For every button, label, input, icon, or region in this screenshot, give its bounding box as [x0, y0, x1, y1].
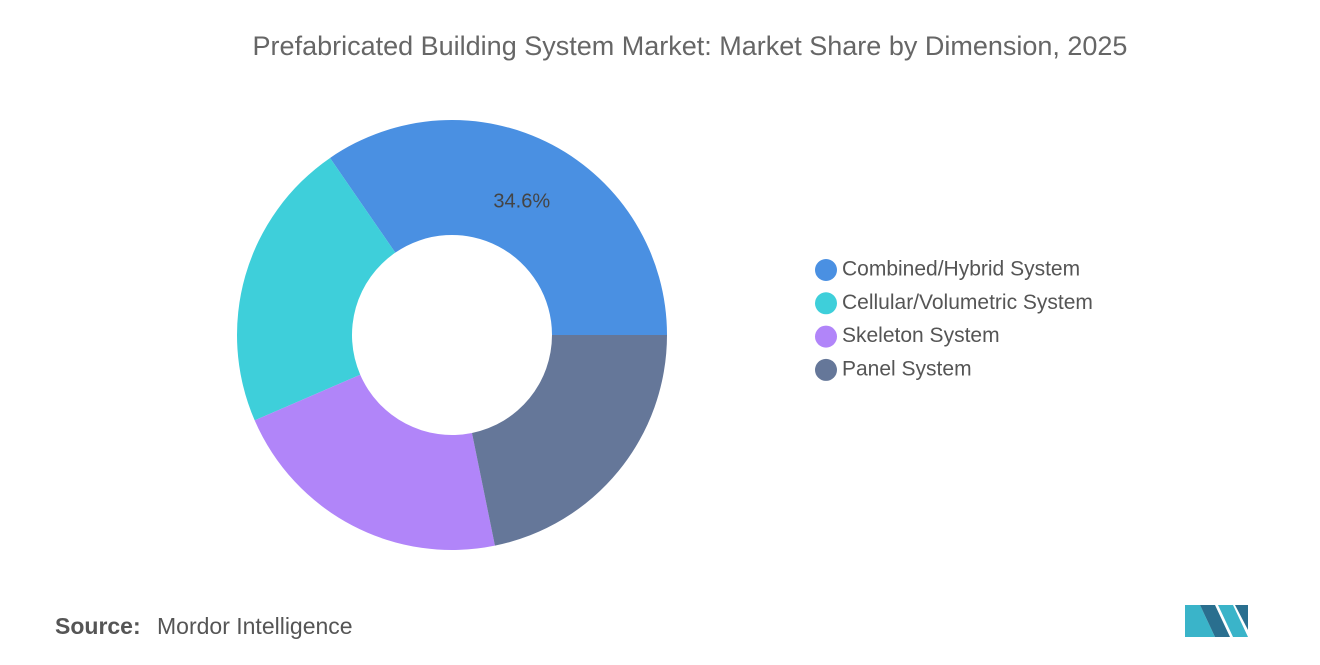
slice	[236, 157, 396, 421]
legend-label: Panel System	[842, 357, 972, 380]
chart-title: Prefabricated Building System Market: Ma…	[253, 31, 1128, 61]
source: Mordor Intelligence	[157, 613, 353, 639]
legend-label: Cellular/Volumetric System	[842, 291, 1093, 314]
legend-marker	[815, 259, 837, 281]
legend-label: Combined/Hybrid System	[842, 258, 1080, 281]
legend-marker	[815, 358, 837, 381]
source-label: Source:	[55, 613, 141, 639]
legend-label: Skeleton System	[842, 324, 1000, 347]
value-label: 34.6%	[493, 190, 550, 212]
slice	[330, 119, 667, 335]
legend-marker	[815, 325, 837, 348]
slice	[471, 335, 667, 546]
logo	[1185, 605, 1248, 637]
legend-marker	[815, 292, 837, 315]
slice	[254, 374, 495, 550]
